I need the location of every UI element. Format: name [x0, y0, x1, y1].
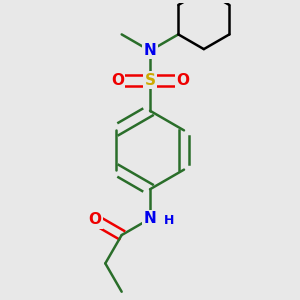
Text: O: O	[89, 212, 102, 227]
Text: O: O	[111, 73, 124, 88]
Text: H: H	[164, 214, 175, 227]
Text: S: S	[145, 73, 155, 88]
Text: N: N	[144, 43, 156, 58]
Text: N: N	[144, 211, 156, 226]
Text: O: O	[176, 73, 189, 88]
